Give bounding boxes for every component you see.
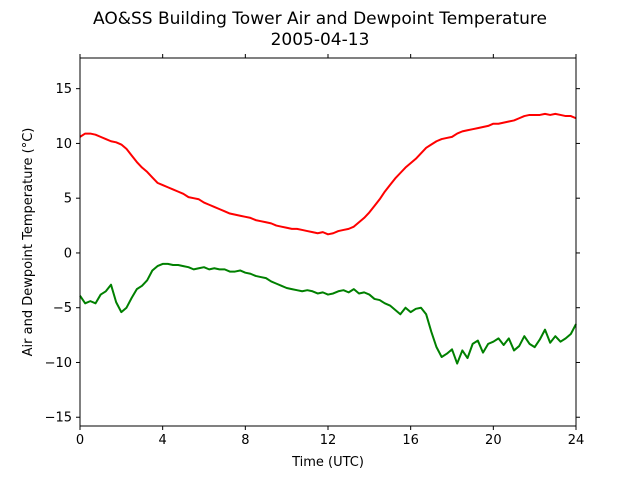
x-tick-label: 0 <box>76 433 84 448</box>
series-line-1 <box>79 112 577 236</box>
series-line-2 <box>79 262 577 365</box>
x-tick-label: 16 <box>402 433 419 448</box>
y-tick-label: −10 <box>45 356 72 371</box>
y-tick-label: 5 <box>64 192 72 207</box>
y-tick-label: 0 <box>64 246 72 261</box>
x-tick-label: 24 <box>568 433 585 448</box>
y-tick-label: −15 <box>45 411 72 426</box>
x-tick-label: 20 <box>485 433 502 448</box>
plot-frame <box>79 57 577 427</box>
y-tick-label: 10 <box>55 137 72 152</box>
y-axis-label: Air and Dewpoint Temperature (°C) <box>21 128 36 357</box>
chart-title: AO&SS Building Tower Air and Dewpoint Te… <box>93 9 547 29</box>
y-tick-label: −5 <box>53 301 72 316</box>
axis-ticks: 0 4 8 12 16 20 24 −15 −10 −5 0 5 10 15 <box>45 54 585 448</box>
plot-lines <box>79 112 577 365</box>
x-tick-label: 4 <box>159 433 167 448</box>
x-axis-label: Time (UTC) <box>291 455 364 470</box>
y-tick-label: 15 <box>55 82 72 97</box>
x-tick-label: 12 <box>320 433 337 448</box>
chart-subtitle: 2005-04-13 <box>271 30 370 50</box>
x-tick-label: 8 <box>241 433 249 448</box>
